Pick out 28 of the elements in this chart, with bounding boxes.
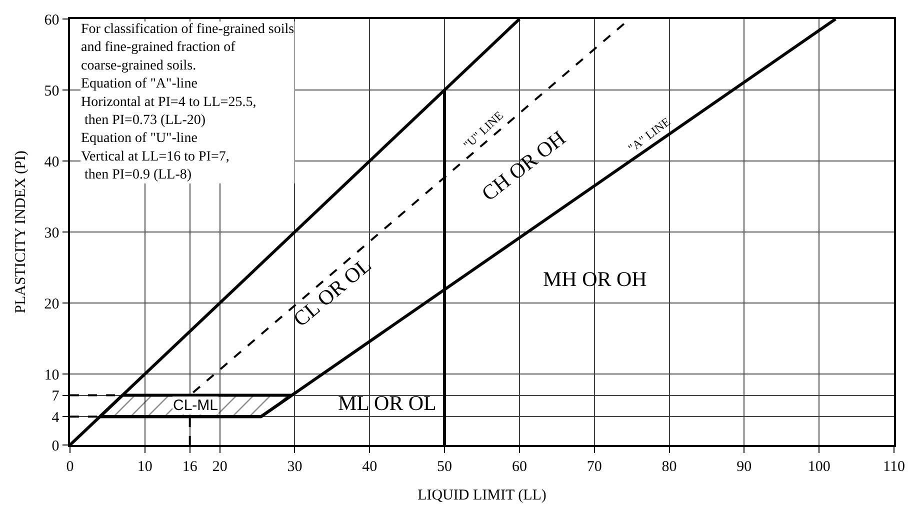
annotation: CL OR OL <box>288 252 376 332</box>
y-tick-label: 0 <box>52 438 60 454</box>
x-axis-title: LIQUID LIMIT (LL) <box>418 487 546 504</box>
x-tick-label: 100 <box>808 458 830 475</box>
y-tick-label: 60 <box>44 12 60 28</box>
x-tick-label: 60 <box>512 458 527 475</box>
x-tick-label: 50 <box>437 458 452 475</box>
x-tick-label: 30 <box>287 458 302 475</box>
y-tick-label: 40 <box>44 154 60 170</box>
x-tick-label: 90 <box>736 458 752 475</box>
y-axis-title: PLASTICITY INDEX (PI) <box>13 150 29 314</box>
y-tick-label: 7 <box>52 388 60 405</box>
annotation: ML OR OL <box>338 391 436 415</box>
y-tick-label: 4 <box>52 410 60 426</box>
y-tick-label: 50 <box>44 83 60 100</box>
x-tick-label: 80 <box>662 458 677 475</box>
y-tick-label: 10 <box>44 367 60 384</box>
y-tick-label: 30 <box>44 225 60 242</box>
x-tick-label: 110 <box>883 458 905 475</box>
x-tick-label: 20 <box>212 458 228 475</box>
x-tick-label: 40 <box>362 458 378 475</box>
x-tick-label: 0 <box>66 458 74 475</box>
x-tick-label: 70 <box>586 458 602 475</box>
text: For classification of fine-grained soils and fine-grained fraction of coarse-grained soils. Equation of "A"-line Horizontal at PI=4 to LL=25.5, then PI=0.73 (LL-20) Equation of "U"-line Vertical at LL=16 to PI=7, then PI=0.9 (LL-8) <box>81 22 294 183</box>
y-tick-label: 20 <box>44 296 60 312</box>
annotation: CL-ML <box>173 397 218 414</box>
x-tick-label: 10 <box>137 458 152 475</box>
x-tick-label: 16 <box>182 458 198 475</box>
